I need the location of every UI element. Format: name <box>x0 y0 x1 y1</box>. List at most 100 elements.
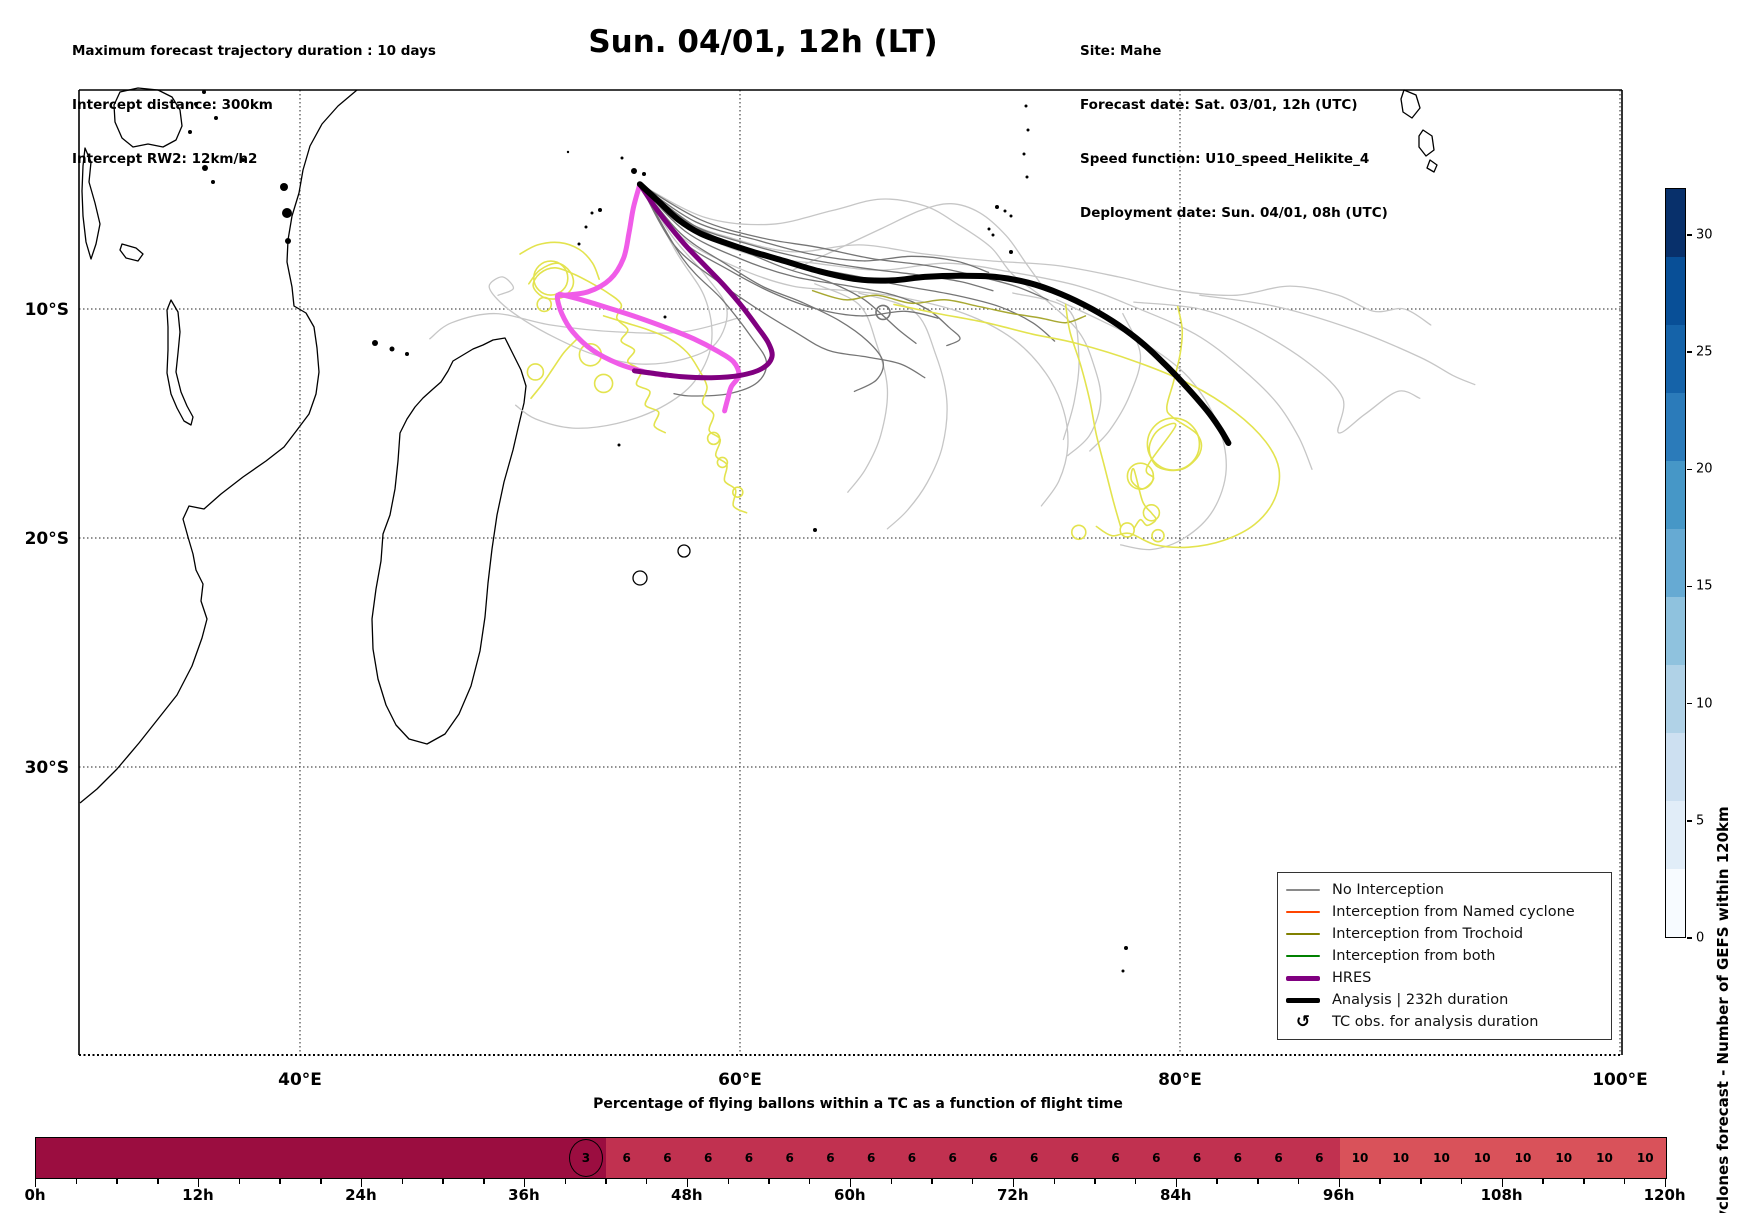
strip-tick-label: 12h <box>182 1186 214 1204</box>
trajectory-loop <box>731 486 744 499</box>
strip-value: 6 <box>1315 1151 1324 1165</box>
colorbar-segment <box>1666 597 1685 665</box>
track-gefs-light-9 <box>858 292 948 530</box>
legend-label: Interception from both <box>1332 948 1496 964</box>
strip-minor-tick <box>483 1179 485 1184</box>
header-left-info: Maximum forecast trajectory duration : 1… <box>72 6 436 204</box>
legend-label: Interception from Trochoid <box>1332 926 1524 942</box>
strip-value: 6 <box>1192 1151 1202 1165</box>
lat-tick-label: 30°S <box>25 758 69 778</box>
strip-minor-tick <box>401 1179 404 1184</box>
legend-label: TC obs. for analysis duration <box>1332 1014 1539 1030</box>
track-gefs-light-2 <box>639 183 1313 470</box>
strip-tick-label: 48h <box>671 1186 703 1204</box>
island-dot <box>1003 209 1007 213</box>
strip-value: 10 <box>1636 1151 1654 1165</box>
strip-major-tick <box>849 1179 852 1187</box>
island-outline <box>632 570 648 586</box>
track-gefs-dark-7 <box>639 183 917 345</box>
trajectory-loop <box>1151 528 1165 543</box>
island-dot <box>285 238 291 244</box>
island-dot <box>405 352 409 356</box>
colorbar-segment <box>1666 257 1685 325</box>
coastline <box>119 243 144 262</box>
strip-value: 6 <box>989 1151 998 1165</box>
colorbar-tick-label: 25 <box>1696 344 1713 360</box>
track-trochoid-right-olive <box>811 289 1087 324</box>
strip-tick-label: 60h <box>834 1186 866 1204</box>
strip-value: 6 <box>907 1151 917 1165</box>
strip-value: 3 <box>581 1151 591 1165</box>
trajectory-loop <box>593 373 614 394</box>
legend-line <box>1286 911 1320 913</box>
island-dot <box>566 150 570 154</box>
strip-value: 6 <box>704 1151 713 1165</box>
colorbar-segment <box>1666 801 1685 869</box>
legend-label: Analysis | 232h duration <box>1332 992 1509 1008</box>
strip-major-tick <box>1501 1179 1504 1187</box>
coastline <box>113 87 183 148</box>
track-trochoid-right-1 <box>893 303 1281 549</box>
strip-minor-tick <box>605 1179 607 1184</box>
track-gefs-dark-4 <box>639 183 926 379</box>
island-dot <box>1009 214 1013 218</box>
island-dot <box>389 346 395 352</box>
colorbar-tick-label: 20 <box>1696 461 1713 477</box>
track-gefs-dark-6 <box>639 183 1049 301</box>
track-tc-observed-b <box>557 291 742 414</box>
strip-value: 6 <box>948 1151 957 1165</box>
strip-major-tick <box>523 1179 526 1187</box>
island-dot <box>995 205 999 209</box>
track-gefs-light-13 <box>1133 301 1421 434</box>
legend-label: HRES <box>1332 970 1372 986</box>
island-dot <box>813 528 817 532</box>
legend-line <box>1286 889 1320 891</box>
strip-value: 6 <box>1029 1151 1039 1165</box>
track-gefs-light-5 <box>488 183 728 365</box>
island-dot <box>188 130 192 134</box>
track-analysis <box>636 181 1232 446</box>
strip-section <box>606 1138 1340 1178</box>
track-trochoid-left-2 <box>519 241 600 280</box>
colorbar-tick-label: 5 <box>1696 813 1705 829</box>
island-dot <box>372 340 378 346</box>
strip-value: 6 <box>1274 1151 1283 1165</box>
strip-minor-tick <box>1053 1179 1055 1184</box>
island-dot <box>663 315 667 319</box>
colorbar-segment <box>1666 393 1685 461</box>
strip-minor-tick <box>320 1179 322 1184</box>
colorbar-tick <box>1687 820 1692 822</box>
legend-line-sample <box>1286 997 1320 1003</box>
header-right-line-2: Forecast date: Sat. 03/01, 12h (UTC) <box>1080 97 1358 113</box>
island-dot <box>1026 128 1030 132</box>
trajectory-loop <box>1119 522 1135 538</box>
figure-title: Sun. 04/01, 12h (LT) <box>588 24 938 60</box>
track-gefs-light-8 <box>814 283 889 493</box>
track-gefs-dark-5 <box>639 183 768 397</box>
strip-section <box>36 1138 607 1178</box>
colorbar-tick <box>1687 468 1692 470</box>
island-dot <box>214 116 218 120</box>
strip-minor-tick <box>238 1179 241 1184</box>
island-dot <box>617 443 621 447</box>
strip-minor-tick <box>646 1179 648 1184</box>
legend-line <box>1286 975 1320 981</box>
strip-section <box>1339 1138 1666 1178</box>
legend-item-5: Analysis | 232h duration <box>1286 989 1601 1011</box>
colorbar-tick-label: 0 <box>1696 930 1705 946</box>
track-gefs-dark-2 <box>639 183 961 347</box>
strip-minor-tick <box>1542 1179 1544 1184</box>
header-left-line-2: Intercept distance: 300km <box>72 97 273 113</box>
header-right-info: Site: Mahe Forecast date: Sat. 03/01, 12… <box>1080 6 1388 258</box>
flight-time-strip: 3 6 6 6 6 6 6 6 6 6 6 6 6 6 6 6 6 6 6 10 10 10 10 10 10 10 10 <box>35 1137 1667 1179</box>
trajectory-loop <box>716 456 729 469</box>
island-dot <box>202 90 206 94</box>
legend-line <box>1286 955 1320 957</box>
counterclockwise-arrow-icon: ↺ <box>1295 1011 1311 1032</box>
strip-title: Percentage of flying ballons within a TC… <box>593 1096 1123 1112</box>
strip-major-tick <box>686 1179 689 1187</box>
strip-minor-tick <box>279 1179 281 1184</box>
lon-tick-label: 40°E <box>278 1070 322 1090</box>
strip-minor-tick <box>157 1179 159 1184</box>
gefs-colorbar <box>1665 188 1686 938</box>
